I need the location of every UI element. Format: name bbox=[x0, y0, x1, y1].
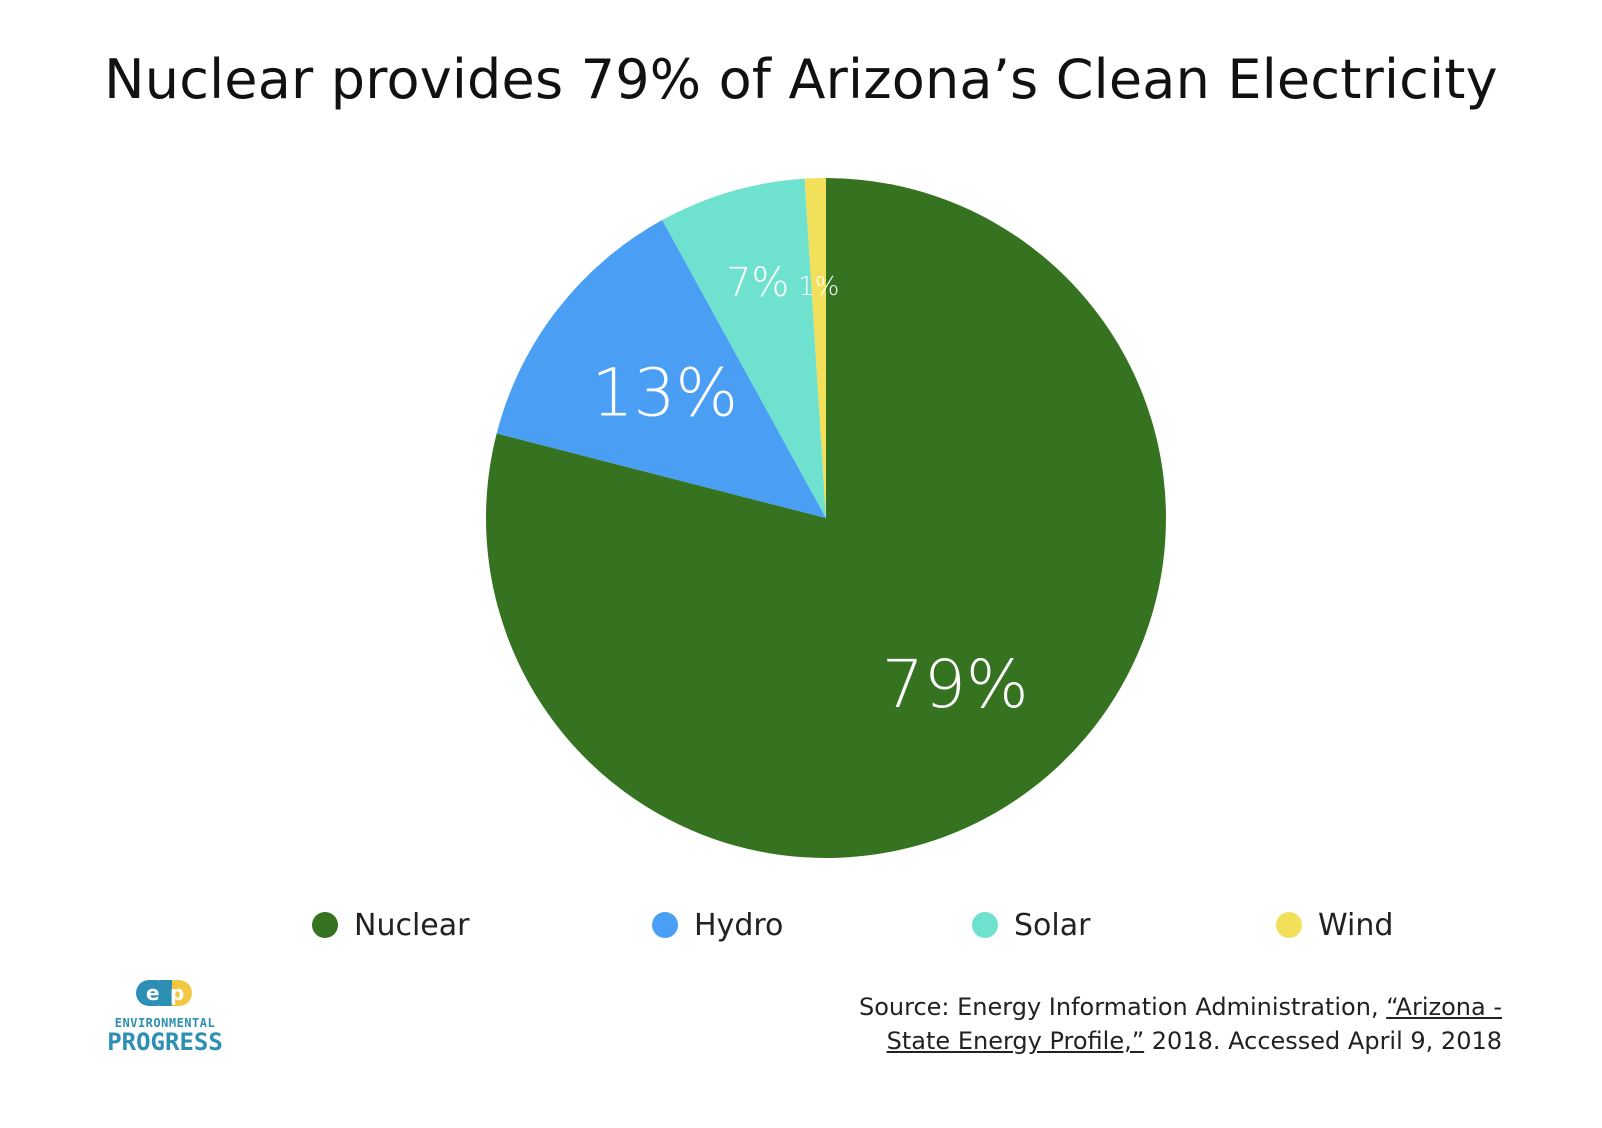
source-line-2: State Energy Profile,” 2018. Accessed Ap… bbox=[802, 1024, 1502, 1058]
legend-swatch-wind bbox=[1276, 912, 1302, 938]
pie-label-wind: 1% bbox=[798, 272, 839, 302]
legend-swatch-solar bbox=[972, 912, 998, 938]
legend-item-wind: Wind bbox=[1276, 905, 1393, 945]
source-link-part-2[interactable]: State Energy Profile,” bbox=[886, 1027, 1145, 1055]
pie-labels: 79% 13% 7% 1% bbox=[591, 260, 1028, 723]
logo-text-environmental: ENVIRONMENTAL bbox=[114, 1016, 216, 1030]
legend-swatch-nuclear bbox=[312, 912, 338, 938]
pie-slice-solar bbox=[662, 178, 826, 519]
legend-item-nuclear: Nuclear bbox=[312, 905, 469, 945]
svg-text:p: p bbox=[170, 981, 184, 1005]
pie-slice-hydro bbox=[496, 220, 826, 518]
legend-label-wind: Wind bbox=[1318, 907, 1394, 943]
pie-label-hydro: 13% bbox=[591, 354, 738, 431]
ep-logo-mark: e p bbox=[136, 980, 192, 1006]
source-prefix: Source: Energy Information Administratio… bbox=[858, 993, 1387, 1021]
source-link-part-1[interactable]: “Arizona - bbox=[1386, 993, 1502, 1021]
source-suffix: 2018. Accessed April 9, 2018 bbox=[1144, 1027, 1502, 1055]
pie-label-solar: 7% bbox=[726, 260, 789, 306]
environmental-progress-logo: e p ENVIRONMENTAL PROGRESS bbox=[100, 976, 230, 1056]
legend-item-solar: Solar bbox=[972, 905, 1090, 945]
logo-text-progress: PROGRESS bbox=[107, 1028, 223, 1056]
pie-slices bbox=[486, 178, 1167, 859]
svg-text:e: e bbox=[146, 981, 160, 1005]
source-citation: Source: Energy Information Administratio… bbox=[802, 990, 1502, 1058]
legend-swatch-hydro bbox=[652, 912, 678, 938]
pie-slice-nuclear bbox=[486, 178, 1167, 859]
pie-slice-wind bbox=[804, 178, 826, 518]
legend: Nuclear Hydro Solar Wind bbox=[0, 905, 1602, 945]
pie-label-nuclear: 79% bbox=[882, 646, 1029, 723]
legend-label-nuclear: Nuclear bbox=[354, 907, 470, 943]
legend-item-hydro: Hydro bbox=[652, 905, 783, 945]
legend-label-solar: Solar bbox=[1014, 907, 1091, 943]
chart-title: Nuclear provides 79% of Arizona’s Clean … bbox=[104, 48, 1498, 111]
source-line-1: Source: Energy Information Administratio… bbox=[802, 990, 1502, 1024]
legend-label-hydro: Hydro bbox=[694, 907, 784, 943]
